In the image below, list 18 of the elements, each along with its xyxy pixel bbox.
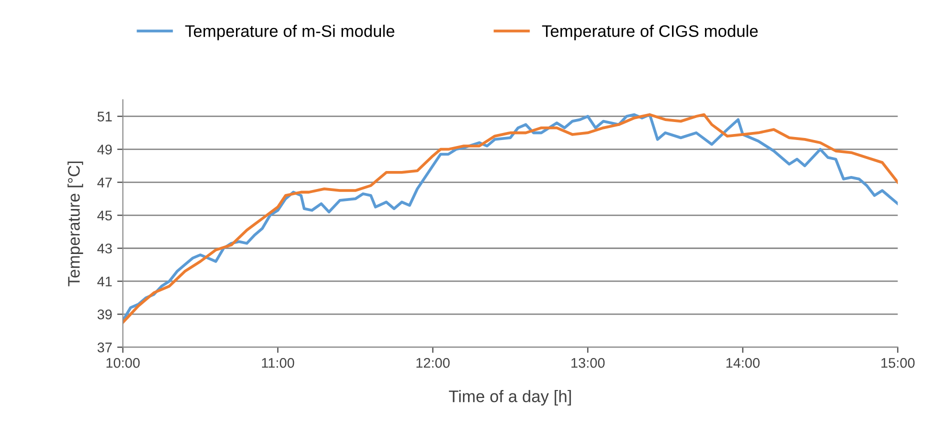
x-axis-title: Time of a day [h] [448, 390, 571, 406]
y-tick-label: 39 [98, 310, 112, 320]
y-tick-label: 51 [98, 112, 112, 122]
x-tick-label: 11:00 [262, 358, 294, 368]
y-tick-label: 49 [97, 144, 112, 154]
y-tick-label: 47 [97, 178, 112, 188]
y-tick-label: 41 [97, 276, 112, 286]
x-tick-label: 15:00 [881, 358, 915, 368]
y-axis-title: Temperature [°C] [68, 162, 84, 286]
x-tick-label: 13:00 [571, 358, 605, 368]
x-tick-label: 12:00 [416, 358, 450, 368]
y-tick-label: 43 [97, 244, 112, 254]
legend-label: Temperature of CIGS module [542, 24, 758, 40]
x-tick-label: 10:00 [106, 358, 140, 368]
y-tick-label: 45 [97, 210, 112, 220]
x-tick-label: 14:00 [726, 358, 760, 368]
y-tick-label: 37 [98, 342, 112, 352]
legend-label: Temperature of m-Si module [185, 24, 394, 40]
